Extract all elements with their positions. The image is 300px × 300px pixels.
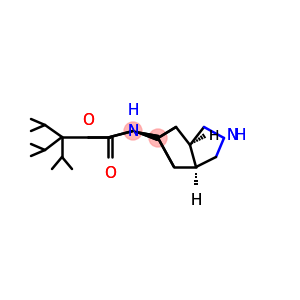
Polygon shape (133, 131, 159, 140)
Text: H: H (190, 193, 202, 208)
Circle shape (124, 122, 142, 140)
Text: N: N (226, 128, 237, 143)
Text: N: N (127, 124, 139, 139)
Text: N: N (127, 124, 139, 139)
Text: H: H (190, 193, 202, 208)
Circle shape (149, 129, 167, 147)
Text: H: H (235, 128, 247, 143)
Text: H: H (209, 129, 219, 143)
Text: H: H (127, 103, 139, 118)
Text: N: N (226, 128, 237, 143)
Text: O: O (82, 113, 94, 128)
Text: O: O (104, 166, 116, 181)
Text: O: O (104, 166, 116, 181)
Text: H: H (127, 103, 139, 118)
Polygon shape (133, 131, 159, 140)
Text: O: O (82, 113, 94, 128)
Text: H: H (235, 128, 247, 143)
Text: H: H (209, 129, 219, 143)
